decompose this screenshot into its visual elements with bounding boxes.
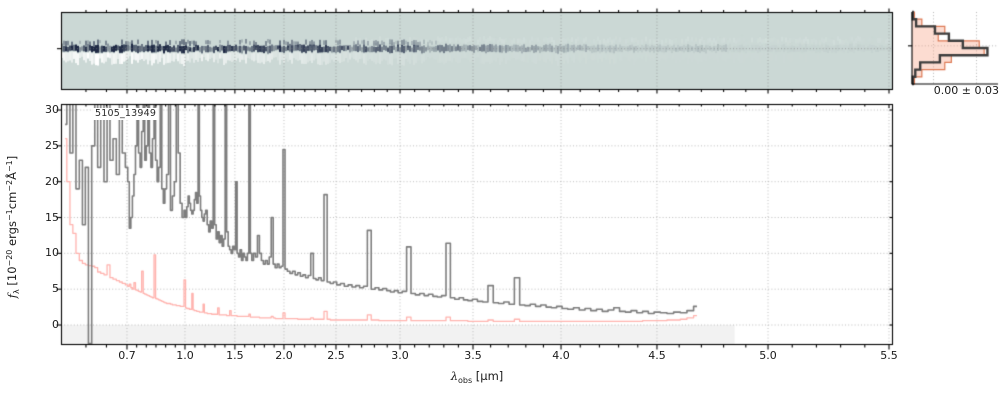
- obs-subscript: obs: [458, 376, 473, 385]
- x-tick-label: 2.0: [275, 349, 293, 362]
- flux-symbol: f: [5, 294, 19, 299]
- object-id-label: 5105_13949: [93, 108, 159, 120]
- x-axis-unit: [μm]: [472, 369, 504, 383]
- y-axis-label: fλ [10−20 ergs−1cm−2Å−1]: [5, 155, 21, 299]
- histogram-stats-label: 0.00 ± 0.03: [933, 84, 999, 97]
- y-tick-label: 25: [45, 138, 59, 152]
- x-tick-label: 2.5: [327, 349, 345, 362]
- x-tick-label: 4.0: [552, 349, 570, 362]
- x-tick-label: 0.7: [118, 349, 136, 362]
- x-tick-label: 3.0: [391, 349, 409, 362]
- x-tick-label: 4.5: [648, 349, 666, 362]
- x-tick-label: 3.5: [464, 349, 482, 362]
- x-tick-label: 1.0: [176, 349, 194, 362]
- x-tick-label: 5.0: [759, 349, 777, 362]
- y-tick-label: 5: [52, 282, 59, 296]
- y-tick-label: 10: [45, 246, 59, 260]
- y-tick-label: 30: [45, 103, 59, 117]
- x-tick-label: 1.5: [226, 349, 244, 362]
- y-tick-label: 20: [45, 174, 59, 188]
- x-axis-label: λobs [μm]: [451, 369, 504, 385]
- x-tick-label: 5.5: [880, 349, 898, 362]
- y-tick-label: 0: [52, 318, 59, 331]
- y-tick-label: 15: [45, 210, 59, 224]
- lambda-subscript: λ: [12, 289, 21, 294]
- lambda-symbol: λ: [450, 369, 458, 383]
